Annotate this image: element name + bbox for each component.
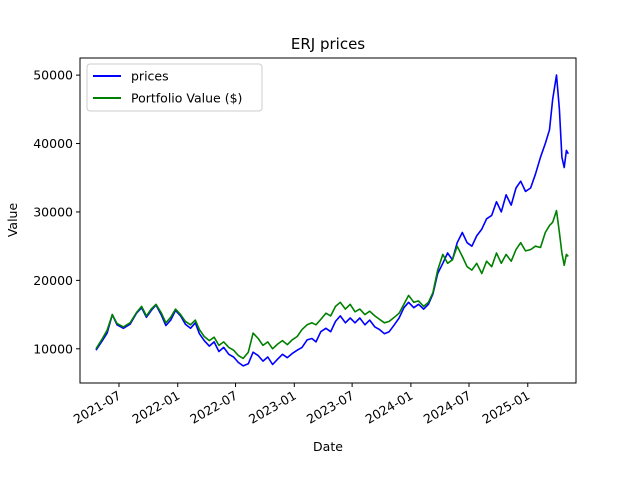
y-axis-label: Value (5, 203, 20, 238)
series-layer (95, 74, 569, 367)
chart-title: ERJ prices (291, 35, 365, 53)
legend-box (86, 63, 263, 112)
x-axis-label: Date (313, 439, 343, 454)
series-line-portfolio-value (95, 209, 569, 360)
y-tick-label: 50000 (33, 68, 73, 83)
plot-area (79, 57, 577, 384)
y-tick-label: 10000 (33, 341, 73, 356)
y-tick-label: 20000 (33, 273, 73, 288)
y-tick-label: 30000 (33, 204, 73, 219)
legend-label-prices: prices (131, 69, 169, 84)
legend-label-portfolio-value: Portfolio Value ($) (131, 91, 242, 106)
legend: prices Portfolio Value ($) (86, 63, 263, 112)
y-tick-label: 40000 (33, 136, 73, 151)
series-line-prices (95, 74, 569, 367)
plot-frame (79, 57, 577, 384)
y-axis: 10000 20000 30000 40000 50000 (33, 68, 80, 356)
